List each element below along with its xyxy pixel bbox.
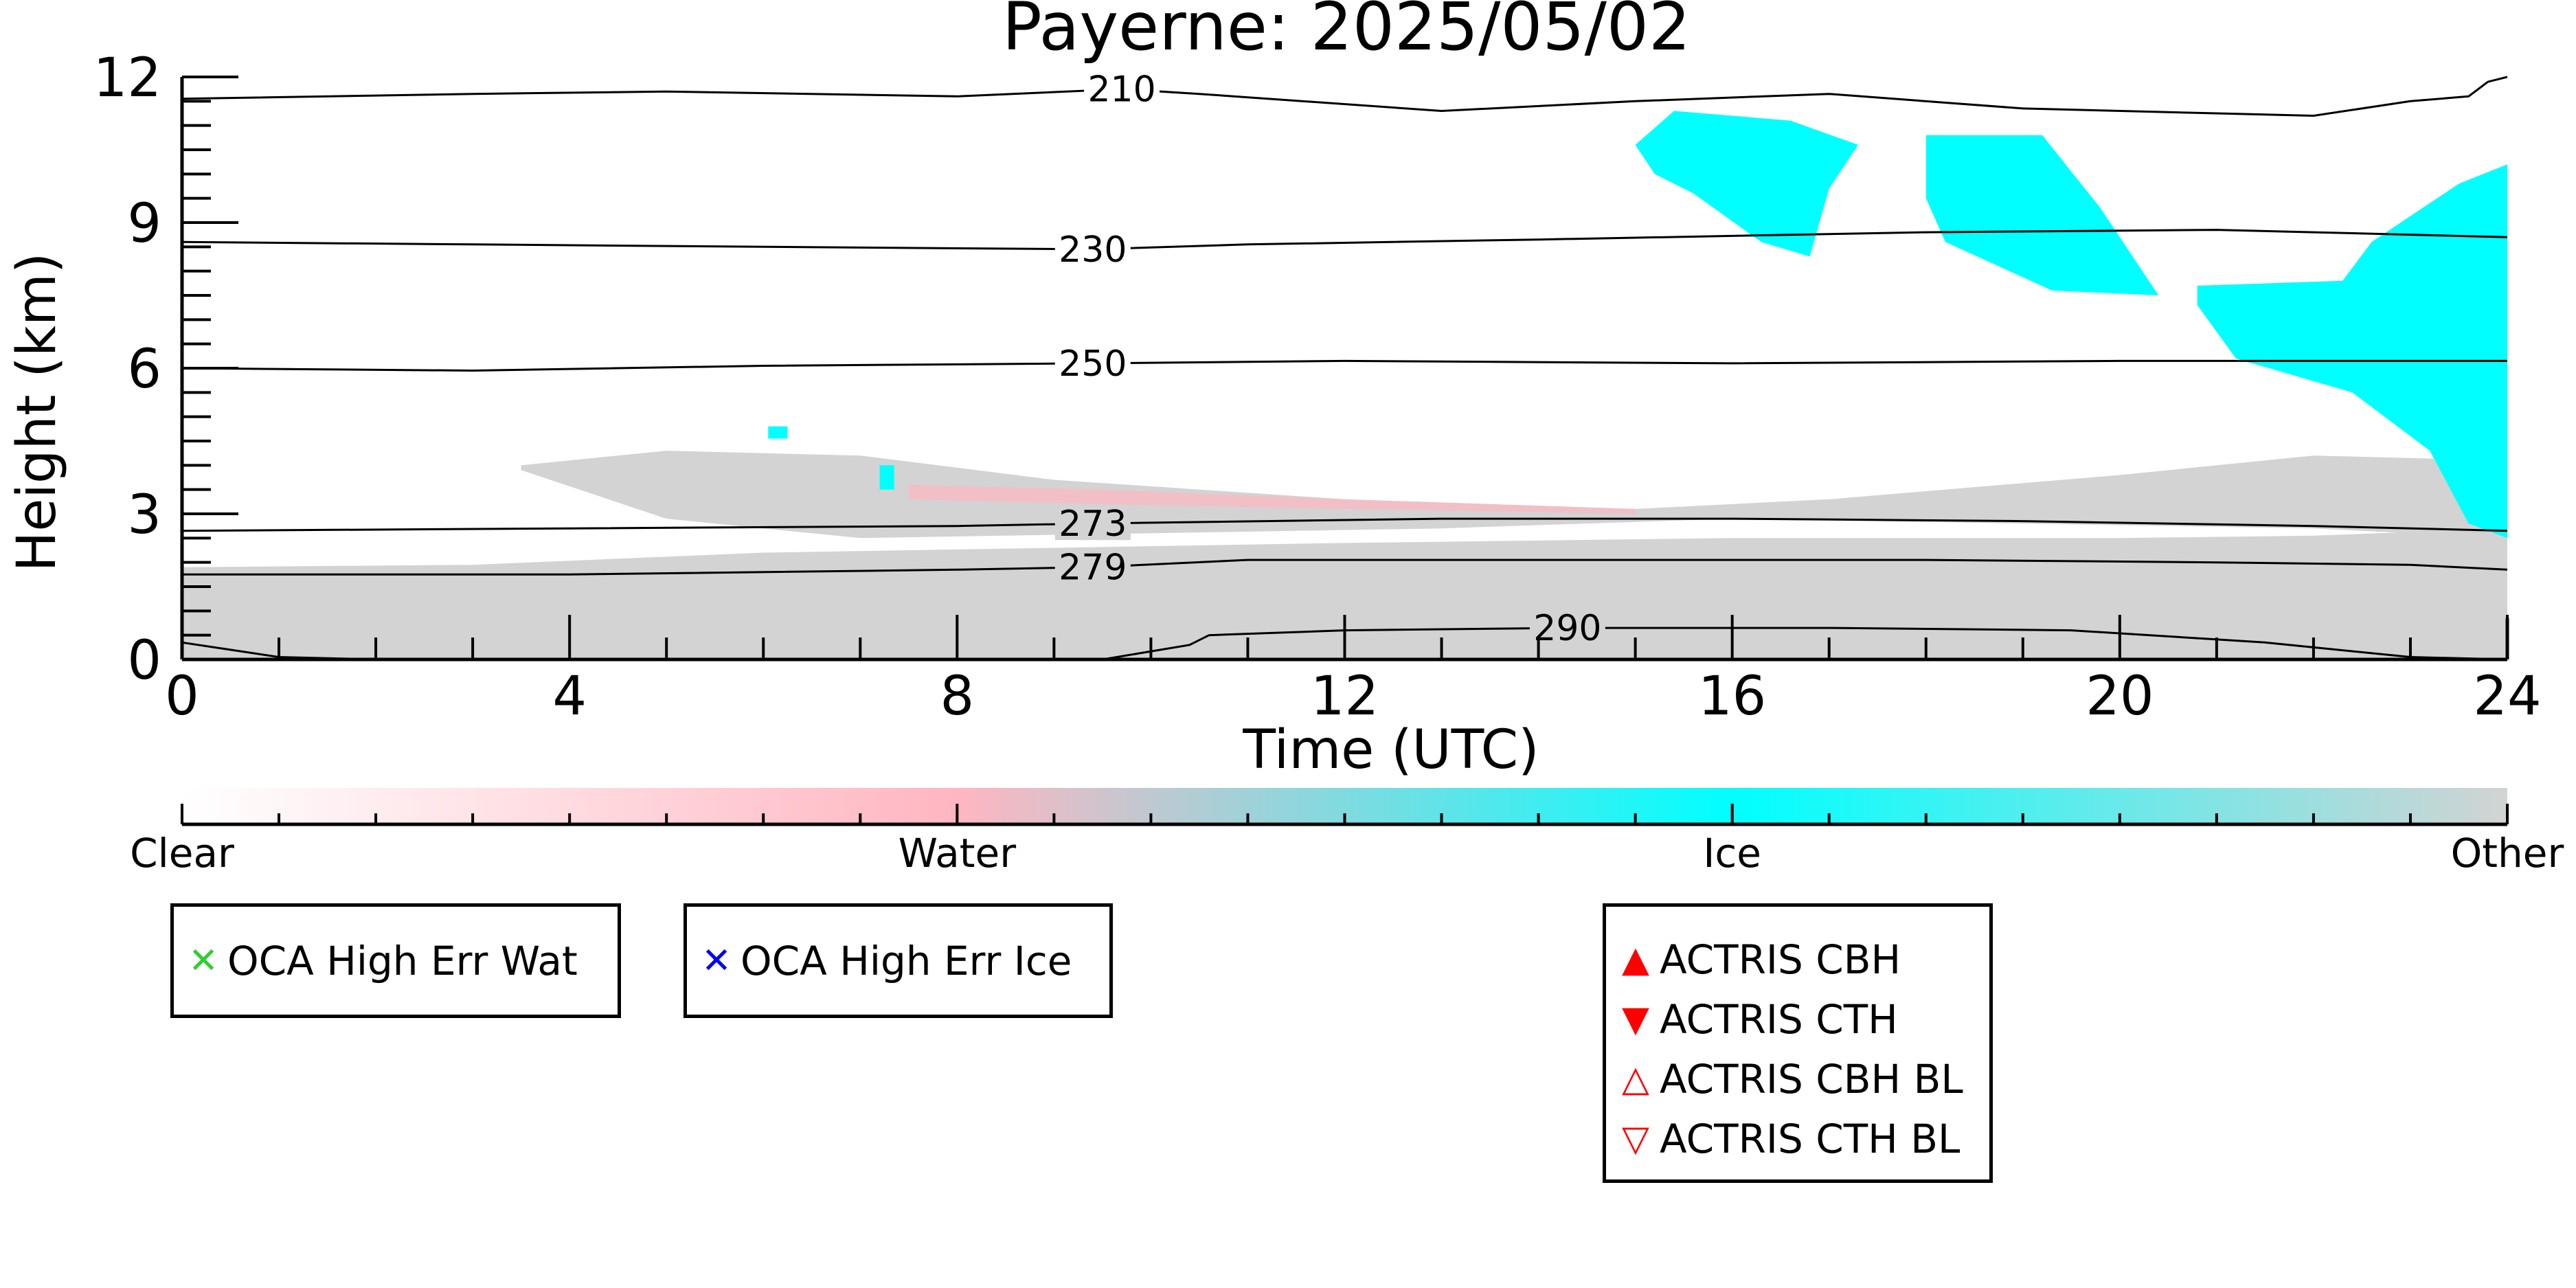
contour-label-230: 230 xyxy=(1059,229,1127,271)
legend-label: ACTRIS CTH xyxy=(1660,996,1898,1043)
region-ice-3 xyxy=(1635,111,1858,257)
colorbar: Clear Water Ice Other xyxy=(130,788,2564,877)
contour-label-210: 210 xyxy=(1087,69,1155,111)
x-tick-label-8: 8 xyxy=(940,666,975,727)
y-tick-label-6: 6 xyxy=(127,339,161,400)
legend-label: ACTRIS CBH xyxy=(1660,936,1901,983)
colorbar-label-ice: Ice xyxy=(1703,830,1761,877)
y-tick-label-0: 0 xyxy=(127,630,161,692)
contour-label-290: 290 xyxy=(1533,608,1601,649)
contour-label-250: 250 xyxy=(1059,343,1127,385)
region-ice-4 xyxy=(1925,135,2159,295)
legend-marker-icon: ✕ xyxy=(188,940,218,982)
chart-title: Payerne: 2025/05/02 xyxy=(1002,0,1691,65)
legend-marker-icon: ✕ xyxy=(701,940,732,982)
contour-210 xyxy=(181,76,2508,117)
legend-entry: ✕ OCA High Err Wat xyxy=(174,937,618,985)
legend-entry: ▲ ACTRIS CBH xyxy=(1606,936,1989,984)
legend-marker-icon: ▲ xyxy=(1622,939,1649,980)
legend-entry: △ ACTRIS CBH BL xyxy=(1606,1055,1989,1103)
x-tick-label-20: 20 xyxy=(2086,666,2154,727)
contour-230 xyxy=(181,229,2508,251)
legend-marker-icon: ▽ xyxy=(1622,1118,1649,1160)
x-tick-label-0: 0 xyxy=(165,666,199,727)
y-tick-label-9: 9 xyxy=(127,193,161,255)
legend-label: ACTRIS CBH BL xyxy=(1660,1056,1963,1103)
contour-label-backdrop-290 xyxy=(1529,611,1605,645)
plot-axes: 0 3 6 9 12 0 4 8 12 16 20 24 xyxy=(93,47,2542,727)
x-tick-label-12: 12 xyxy=(1311,666,1379,727)
contour-label-backdrop-279 xyxy=(1054,550,1131,584)
contour-279 xyxy=(182,558,2508,576)
region-ice-7 xyxy=(879,465,894,490)
legend-label: OCA High Err Wat xyxy=(227,937,578,984)
x-axis-label: Time (UTC) xyxy=(1242,719,1539,781)
plot-regions xyxy=(182,111,2507,659)
y-tick-label-12: 12 xyxy=(93,47,161,109)
x-tick-label-4: 4 xyxy=(552,666,587,727)
legend-marker-icon: ▼ xyxy=(1622,999,1649,1040)
contour-label-273: 273 xyxy=(1059,504,1127,545)
contour-label-backdrop-210 xyxy=(1084,72,1160,106)
region-ice-6 xyxy=(768,426,788,439)
contour-290 xyxy=(181,626,2508,661)
contour-label-backdrop-230 xyxy=(1054,232,1131,266)
legend-label: ACTRIS CTH BL xyxy=(1660,1116,1961,1162)
contour-250 xyxy=(181,359,2507,372)
colorbar-label-other: Other xyxy=(2451,830,2564,877)
region-other-1 xyxy=(521,451,2507,539)
contour-label-backdrop-250 xyxy=(1054,346,1131,380)
region-water-2 xyxy=(908,484,1636,514)
legend-oca-ice: ✕ OCA High Err Ice xyxy=(683,903,1113,1018)
legend-entry: ✕ OCA High Err Ice xyxy=(687,937,1109,985)
legend-entry: ▼ ACTRIS CTH xyxy=(1606,995,1989,1043)
legend-label: OCA High Err Ice xyxy=(741,937,1072,984)
x-tick-label-16: 16 xyxy=(1698,666,1766,727)
colorbar-label-clear: Clear xyxy=(130,830,234,877)
contour-label-backdrop-273 xyxy=(1054,507,1131,541)
y-tick-label-3: 3 xyxy=(127,484,161,546)
contour-label-279: 279 xyxy=(1059,547,1127,589)
region-ice-5 xyxy=(2197,164,2507,539)
legend-oca-water: ✕ OCA High Err Wat xyxy=(170,903,621,1018)
region-other-0 xyxy=(182,528,2507,659)
legend-actris: ▲ ACTRIS CBH ▼ ACTRIS CTH △ ACTRIS CBH BL ▽ ACT… xyxy=(1603,903,1993,1183)
legend-entry: ▽ ACTRIS CTH BL xyxy=(1606,1115,1989,1163)
x-tick-label-24: 24 xyxy=(2473,666,2541,727)
y-axis-label: Height (km) xyxy=(6,253,68,572)
colorbar-label-water: Water xyxy=(899,830,1017,877)
legend-marker-icon: △ xyxy=(1622,1059,1649,1100)
contour-273 xyxy=(181,517,2508,532)
